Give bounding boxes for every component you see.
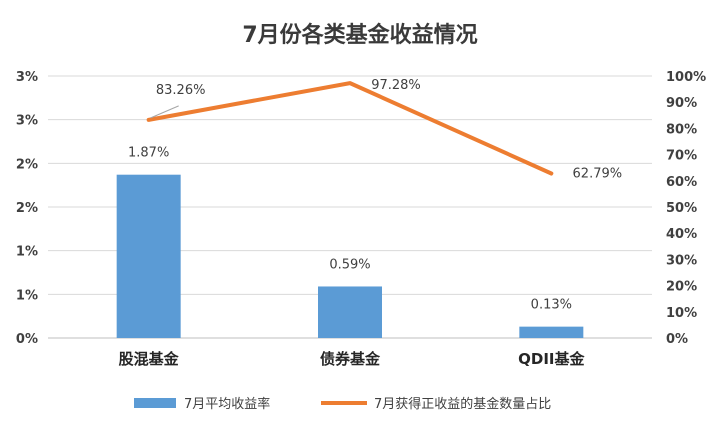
right-tick-label: 0% <box>666 332 688 347</box>
bar <box>519 326 584 338</box>
right-tick-label: 50% <box>666 201 697 216</box>
right-tick-label: 90% <box>666 96 697 111</box>
left-tick-label: 2% <box>16 201 38 216</box>
category-labels: 股混基金 债券基金 QDII基金 <box>119 350 586 368</box>
left-tick-label: 3% <box>16 114 38 129</box>
category-label: 债券基金 <box>320 350 381 368</box>
category-label: 股混基金 <box>119 350 180 368</box>
line-data-label: 97.28% <box>371 78 421 93</box>
bar-data-label: 1.87% <box>128 146 169 161</box>
legend-swatch-bar <box>134 398 176 408</box>
right-axis-ticks: 0% 10% 20% 30% 40% 50% 60% 70% 80% 90% 100% <box>666 70 706 347</box>
right-tick-label: 30% <box>666 253 697 268</box>
right-tick-label: 80% <box>666 122 697 137</box>
left-axis-ticks: 0% 1% 1% 2% 2% 3% 3% <box>16 70 38 347</box>
right-tick-label: 40% <box>666 227 697 242</box>
line-data-label: 62.79% <box>573 166 623 181</box>
legend-label-line: 7月获得正收益的基金数量占比 <box>374 396 551 412</box>
bar-data-label: 0.13% <box>531 298 572 313</box>
bar <box>318 286 382 338</box>
category-label: QDII基金 <box>518 350 585 368</box>
line-series: 83.26% 97.28% 62.79% <box>146 78 623 181</box>
line-data-label: 83.26% <box>156 83 206 98</box>
right-tick-label: 100% <box>666 70 706 85</box>
left-tick-label: 0% <box>16 332 38 347</box>
right-tick-label: 60% <box>666 175 697 190</box>
right-tick-label: 70% <box>666 149 697 164</box>
bar <box>116 174 181 338</box>
left-tick-label: 3% <box>16 70 38 85</box>
legend: 7月平均收益率 7月获得正收益的基金数量占比 <box>134 396 551 412</box>
right-tick-label: 10% <box>666 306 697 321</box>
bar-data-label: 0.59% <box>329 257 370 272</box>
right-tick-label: 20% <box>666 280 697 295</box>
left-tick-label: 1% <box>16 288 38 303</box>
data-label-leader <box>150 105 179 119</box>
series-line <box>146 81 554 176</box>
bar-series: 1.87% 0.59% 0.13% <box>116 146 584 338</box>
chart-title: 7月份各类基金收益情况 <box>242 22 477 48</box>
left-tick-label: 2% <box>16 157 38 172</box>
legend-label-bar: 7月平均收益率 <box>184 396 270 412</box>
left-tick-label: 1% <box>16 245 38 260</box>
